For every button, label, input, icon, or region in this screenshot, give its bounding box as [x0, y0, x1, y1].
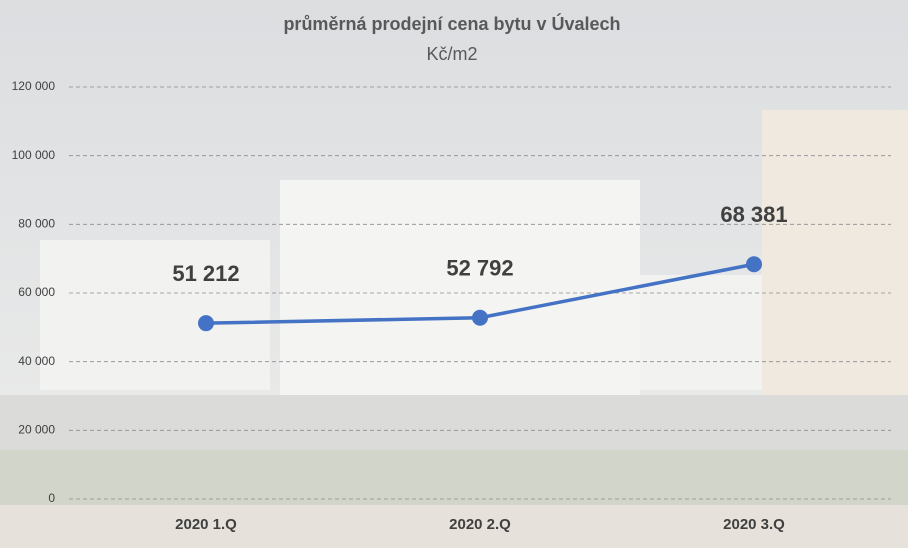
chart-subtitle: Kč/m2 [426, 44, 477, 64]
x-tick-label: 2020 1.Q [175, 516, 237, 533]
y-tick-label: 40 000 [18, 354, 55, 368]
data-label: 52 792 [446, 256, 513, 281]
y-tick-label: 0 [48, 491, 55, 505]
y-tick-label: 100 000 [12, 148, 56, 162]
data-point [746, 256, 762, 273]
x-tick-label: 2020 2.Q [449, 516, 511, 533]
y-tick-label: 20 000 [18, 423, 55, 437]
y-tick-label: 80 000 [18, 217, 55, 231]
chart-title: průměrná prodejní cena bytu v Úvalech [283, 13, 620, 34]
y-tick-label: 120 000 [12, 79, 56, 93]
data-label: 51 212 [172, 261, 239, 286]
y-tick-label: 60 000 [18, 285, 55, 299]
data-label: 68 381 [720, 202, 787, 227]
x-tick-label: 2020 3.Q [723, 516, 785, 533]
data-point [472, 309, 488, 326]
data-point [198, 315, 214, 332]
